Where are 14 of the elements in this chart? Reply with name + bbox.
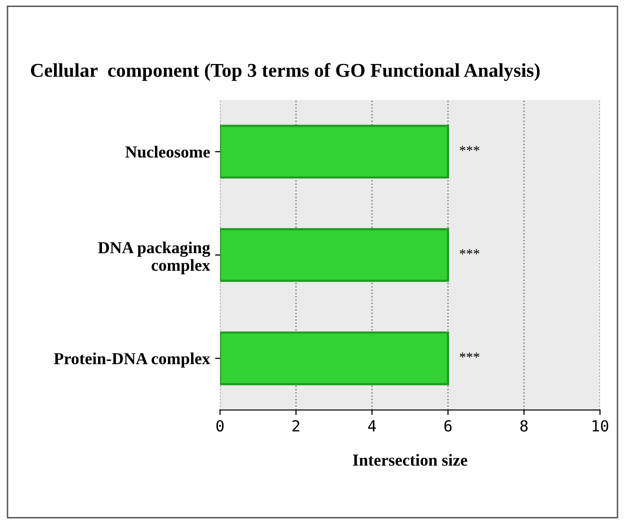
x-tick-label: 4 xyxy=(368,420,376,432)
x-axis-title: Intersection size xyxy=(352,454,468,466)
y-tick-label: DNA packaging complex xyxy=(98,242,210,274)
y-tick-label: Nucleosome xyxy=(125,146,210,158)
data-label: *** xyxy=(460,146,480,152)
data-label: *** xyxy=(460,249,480,254)
x-tick-label: 2 xyxy=(292,420,300,432)
chart-title: Cellular component (Top 3 terms of GO Functional Analysis) xyxy=(30,63,540,81)
data-label: *** xyxy=(460,352,480,358)
x-tick-label: 6 xyxy=(444,420,452,432)
y-tick-label: Protein-DNA complex xyxy=(54,352,210,368)
x-tick-label: 10 xyxy=(592,420,608,432)
x-tick-label: 8 xyxy=(520,420,528,432)
x-tick-label: 0 xyxy=(216,420,224,432)
